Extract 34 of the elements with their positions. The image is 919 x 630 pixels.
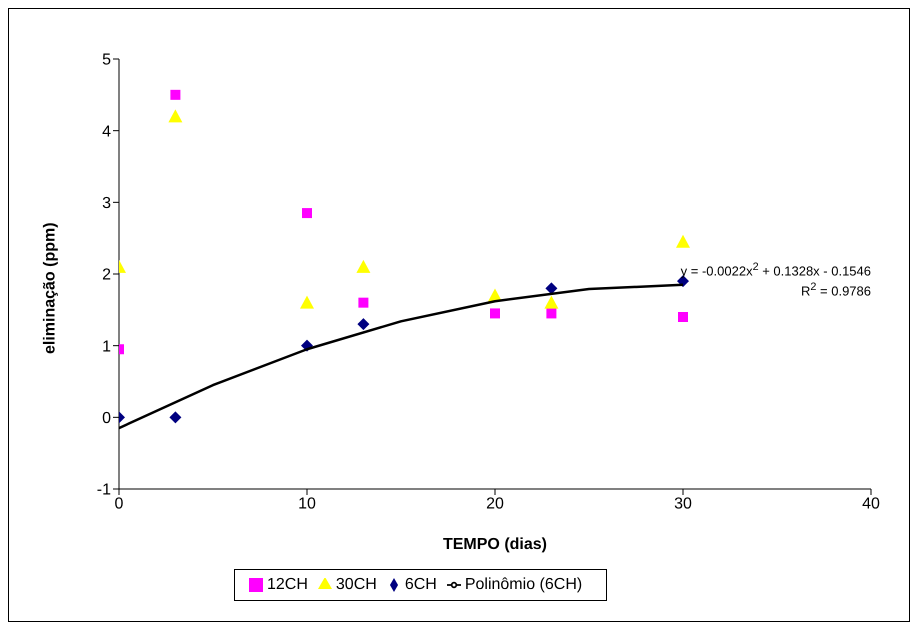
y-tick-label: 3 (102, 195, 112, 212)
y-axis-title: eliminação (ppm) (42, 222, 59, 354)
x-tick-label: 0 (114, 495, 124, 512)
point (356, 260, 370, 273)
y-tick-label: -1 (96, 482, 112, 499)
point (546, 308, 556, 318)
legend-label: Polinômio (6CH) (464, 576, 582, 593)
point (544, 296, 558, 309)
point (300, 296, 314, 309)
point (170, 90, 180, 100)
x-tick-label: 40 (862, 495, 880, 512)
y-tick-label: 4 (102, 123, 112, 140)
y-tick-label: 1 (102, 338, 112, 356)
x-tick-label: 30 (674, 495, 692, 512)
annotation: R$^{2}$ = 0.9786 (801, 281, 871, 298)
y-tick-label: 0 (102, 410, 112, 428)
point (302, 208, 312, 218)
legend-label: 12CH (267, 576, 308, 593)
point (168, 109, 182, 122)
annotation: y = -0.0022x$^{2}$ + 0.1328x - 0.1546 (680, 261, 871, 278)
point (358, 298, 368, 308)
x-axis-title: TEMPO (dias) (442, 536, 548, 553)
y-tick-label: 5 (102, 52, 112, 69)
legend-label: 6CH (404, 576, 437, 593)
point (676, 234, 690, 248)
y-tick-label: 2 (102, 266, 112, 284)
legend-label: 30CH (336, 576, 377, 593)
x-tick-label: 20 (486, 495, 504, 512)
point (357, 318, 370, 330)
point (545, 282, 558, 294)
point (490, 308, 500, 318)
point (678, 312, 688, 322)
x-tick-label: 10 (298, 495, 316, 512)
point (169, 411, 182, 424)
